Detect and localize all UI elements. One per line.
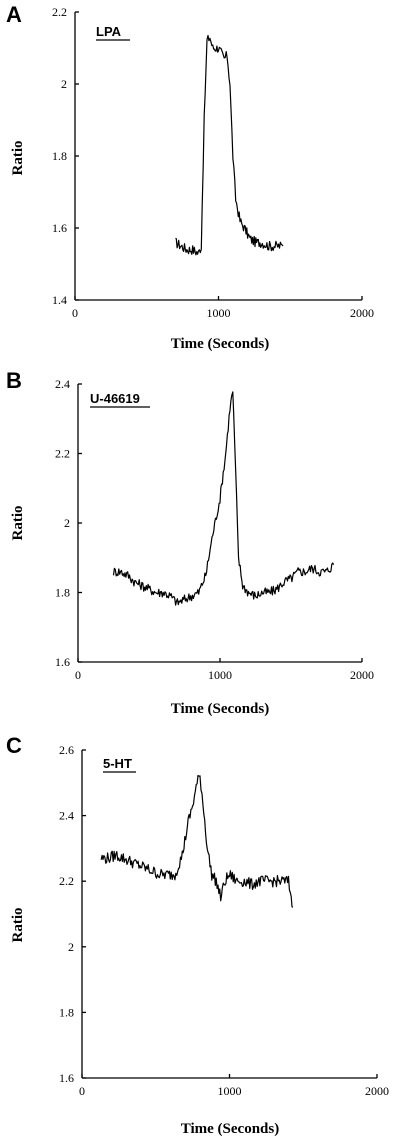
y-tick-label: 2.6 [59,743,74,757]
x-axis-title-c: Time (Seconds) [181,1121,279,1137]
y-tick-label: 1.8 [55,586,70,600]
x-tick-label: 0 [72,306,78,320]
tick-layer-a: 1.4 1.6 1.8 2 2.2 0 1000 2000 [52,5,374,320]
y-tick-label: 1.8 [59,1005,74,1019]
y-tick-label: 1.6 [55,655,70,669]
x-tick-label: 1000 [218,1084,242,1098]
tick-layer-c: 1.6 1.8 2 2.2 2.4 2.6 0 1000 2000 [59,743,389,1098]
x-axis-title-a: Time (Seconds) [171,336,269,352]
ratio-trace-line [112,391,335,606]
y-tick-label: 1.8 [52,149,67,163]
y-tick-label: 1.6 [52,221,67,235]
y-tick-label: 2 [64,516,70,530]
x-tick-label: 0 [79,1084,85,1098]
y-tick-label: 2.2 [55,447,70,461]
y-tick-label: 2.2 [59,874,74,888]
panel-letter-c: C [6,733,22,758]
agonist-label-lpa: LPA [96,24,122,39]
panel-letter-b: B [6,368,22,393]
y-axis-title-b: Ratio [10,506,26,541]
tick-layer-b: 1.6 1.8 2 2.2 2.4 0 1000 2000 [55,377,374,682]
trace-layer-c [100,774,294,908]
panel-a: A LPA 1.4 1.6 1.8 2 2.2 0 1000 2000 Ratio Time … [6,2,374,352]
y-tick-label: 2 [68,940,74,954]
y-tick-label: 1.4 [52,293,67,307]
x-tick-label: 2000 [365,1084,389,1098]
y-tick-label: 2.4 [59,809,74,823]
trace-layer-b [112,391,335,606]
panel-letter-a: A [6,2,22,27]
x-tick-label: 1000 [207,306,231,320]
x-tick-label: 1000 [208,668,232,682]
x-axis-title-b: Time (Seconds) [171,701,269,717]
x-tick-label: 0 [75,668,81,682]
y-axis-title-c: Ratio [10,908,26,943]
trace-layer-a [175,34,284,256]
y-tick-label: 1.6 [59,1071,74,1085]
panel-c: C 5-HT 1.6 1.8 2 2.2 2.4 2.6 0 1000 2000 Ratio T… [6,733,389,1137]
agonist-label-u46619: U-46619 [90,391,140,406]
y-tick-label: 2.2 [52,5,67,19]
y-tick-label: 2.4 [55,377,70,391]
x-tick-label: 2000 [350,306,374,320]
panel-b: B U-46619 1.6 1.8 2 2.2 2.4 0 1000 2000 Ratio T… [6,368,374,717]
y-axis-title-a: Ratio [10,141,26,176]
y-tick-label: 2 [61,77,67,91]
agonist-label-5ht: 5-HT [103,756,132,771]
ratio-trace-line [175,34,284,256]
ratio-trace-line [100,774,294,908]
x-tick-label: 2000 [350,668,374,682]
